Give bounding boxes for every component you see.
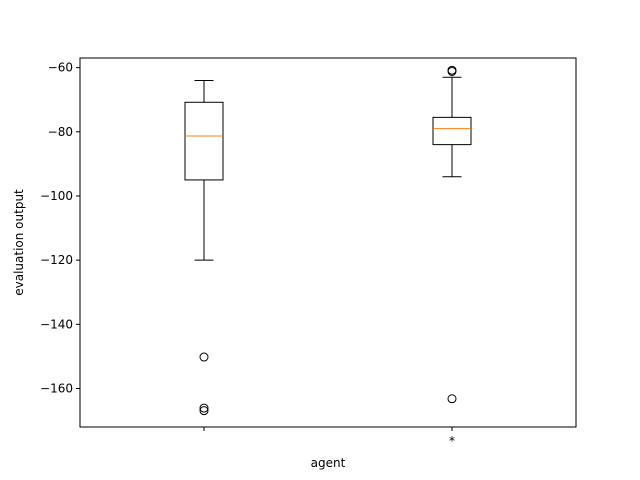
y-axis: −60 −80 −100 −120 −140 −160: [40, 61, 80, 395]
y-axis-label: evaluation output: [12, 189, 26, 296]
x-axis: *: [203, 427, 455, 448]
outlier-0-0: [199, 352, 209, 362]
y-tick-label-2: −100: [40, 189, 73, 203]
outlier-1-2: [447, 394, 457, 404]
x-tick-label-1: *: [449, 434, 455, 448]
box-1: [432, 116, 472, 146]
y-tick-label-0: −60: [48, 61, 73, 75]
y-tick-label-3: −120: [40, 253, 73, 267]
y-tick-label-4: −140: [40, 317, 73, 331]
outlier-0-2: [199, 406, 209, 416]
outlier-1-1: [447, 66, 457, 76]
outlier-0-1: [199, 403, 209, 413]
box-0: [184, 101, 224, 181]
y-tick-label-1: −80: [48, 125, 73, 139]
y-tick-label-5: −160: [40, 381, 73, 395]
plot-area: [79, 57, 577, 428]
x-axis-label: agent: [311, 456, 346, 470]
boxes: [184, 65, 472, 416]
